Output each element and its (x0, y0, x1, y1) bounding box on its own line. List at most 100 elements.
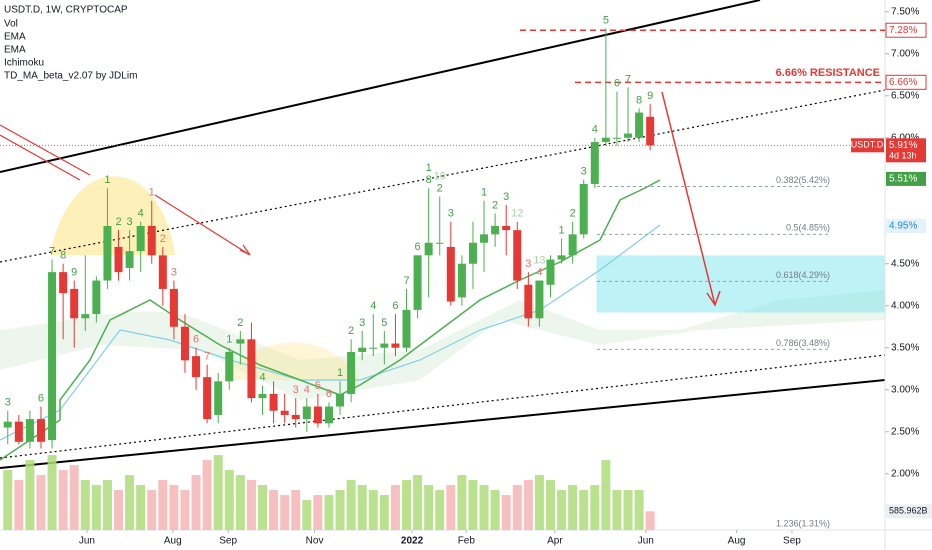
price-tag (885, 74, 927, 90)
candle-body (546, 259, 555, 285)
countdown: 4d 13h (889, 151, 917, 161)
y-tick-label: 3.50% (891, 342, 919, 353)
volume-bar (14, 480, 24, 530)
arrow (0, 124, 91, 176)
price-axis (885, 0, 932, 550)
candle-body (457, 263, 466, 298)
x-tick-label: Aug (164, 536, 182, 547)
volume-bar (213, 455, 223, 530)
td-count: 2 (570, 208, 576, 220)
td-count: 12 (511, 208, 523, 220)
candle-body (258, 393, 267, 399)
volume-bar (390, 485, 400, 530)
volume-bar (424, 485, 434, 530)
x-tick-label: Sep (783, 536, 801, 547)
candle-body (81, 314, 90, 319)
price-tag-label: 6.66% (889, 77, 917, 88)
td-count: 6 (392, 300, 398, 312)
volume-bar (69, 465, 79, 530)
volume-bar (58, 470, 68, 530)
arrow-head (239, 244, 251, 256)
volume-bar (468, 480, 478, 530)
candle-body (369, 347, 378, 349)
price-tag (886, 138, 926, 163)
candle-body (192, 356, 201, 378)
arrow (661, 91, 716, 306)
volume-bar (136, 485, 146, 530)
td-count: 6 (415, 241, 421, 253)
volume-bar (324, 495, 334, 530)
td-count: 9 (647, 90, 653, 102)
td-count: 10 (434, 170, 446, 182)
volume-bar (490, 490, 500, 530)
candle-body (635, 112, 644, 138)
volume-tag-label: 585.962B (889, 506, 928, 516)
dotted-trend-line (0, 89, 886, 263)
candle-body (236, 339, 245, 344)
candle-body (59, 272, 68, 294)
td-count: 7 (204, 350, 210, 362)
candle-body (568, 234, 577, 256)
td-count: 4 (304, 384, 310, 396)
candle-body (579, 183, 588, 235)
fib-label: 1.236(1.31%) (776, 518, 830, 528)
volume-bar (91, 485, 101, 530)
candle-body (14, 421, 23, 442)
fib-label: 0.5(4.85%) (786, 223, 830, 233)
volume-bar (224, 470, 234, 530)
volume-bar (47, 455, 57, 530)
y-tick-label: 7.50% (891, 6, 919, 17)
volume-bar (291, 490, 301, 530)
candle-body (347, 351, 356, 394)
td-count: 4 (259, 371, 265, 383)
ma-tag (886, 171, 926, 186)
indicator: TD_MA_beta_v2.07 by JDLim (4, 71, 137, 82)
x-tick-label: Nov (306, 536, 324, 547)
candle-body (646, 116, 655, 146)
candle-body (25, 419, 34, 442)
volume-bar (114, 490, 124, 530)
td-count: 13 (533, 254, 545, 266)
candle-body (502, 225, 511, 231)
volume-bar (280, 495, 290, 530)
candle-body (435, 242, 444, 244)
indicator: EMA (4, 32, 26, 43)
td-count: 1 (104, 174, 110, 186)
volume-bar (413, 475, 423, 530)
candle-body (158, 255, 167, 289)
candle-body (612, 137, 621, 139)
volume-bar (457, 475, 467, 530)
volume-bar (557, 490, 567, 530)
y-tick-label: 2.00% (891, 468, 919, 479)
volume-bar (601, 460, 611, 530)
volume-bar (246, 480, 256, 530)
arrow (154, 194, 251, 256)
trend-line (0, 0, 761, 173)
candle-body (92, 280, 101, 315)
candle-body (468, 242, 477, 264)
volume-bar (568, 485, 578, 530)
volume-bar (169, 485, 179, 530)
candle-body (313, 406, 322, 424)
x-tick-label: Aug (728, 536, 746, 547)
volume-bar (25, 460, 35, 530)
volume-bar (545, 480, 555, 530)
ma-tag-label: 4.95% (889, 221, 917, 232)
x-tick-label: Feb (458, 536, 476, 547)
fib-label: 0.618(4.29%) (776, 270, 830, 280)
td-count: 7 (625, 73, 631, 85)
td-count: 3 (525, 258, 531, 270)
ma-tag-label: 5.51% (889, 174, 917, 185)
td-count: 4 (138, 208, 144, 220)
candle-body (48, 272, 57, 441)
td-count: 1 (226, 334, 232, 346)
indicator: EMA (4, 45, 26, 56)
volume-bar (147, 490, 157, 530)
ichimoku-cloud (0, 290, 885, 400)
candle-body (358, 347, 367, 352)
volume-bar (523, 480, 533, 530)
candle-body (136, 225, 145, 252)
volume-bar (534, 475, 544, 530)
candle-body (380, 343, 389, 348)
